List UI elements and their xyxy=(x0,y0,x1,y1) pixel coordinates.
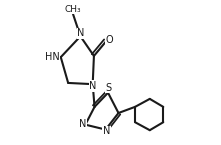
Text: N: N xyxy=(103,126,110,136)
Text: N: N xyxy=(77,28,85,38)
Text: S: S xyxy=(105,83,111,93)
Text: HN: HN xyxy=(45,52,60,62)
Text: O: O xyxy=(106,35,113,45)
Text: CH₃: CH₃ xyxy=(65,5,81,14)
Text: N: N xyxy=(89,81,97,91)
Text: N: N xyxy=(79,119,86,129)
